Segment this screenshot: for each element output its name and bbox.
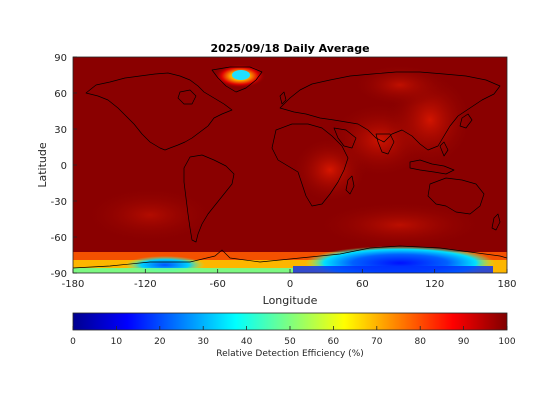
colorbar-tick-label: 100 <box>498 337 515 347</box>
y-tick-label: -60 <box>51 233 67 244</box>
coast-indonesia <box>409 159 455 175</box>
colorbar-ticks: 0 10 20 30 40 50 60 70 80 90 100 <box>70 326 516 347</box>
map-plot-area <box>73 57 507 273</box>
y-tick-label: -90 <box>51 269 67 280</box>
x-tick-label: 120 <box>425 279 444 290</box>
chart-title: 2025/09/18 Daily Average <box>210 42 369 55</box>
antarctic-east-low-zone <box>305 246 495 273</box>
coast-south-america <box>183 154 235 243</box>
x-tick-label: 60 <box>356 279 369 290</box>
coast-madagascar <box>345 175 355 195</box>
x-tick-label: 180 <box>497 279 516 290</box>
heat-region-eurasia-north <box>350 63 450 107</box>
colorbar-tick-label: 0 <box>70 337 76 347</box>
antarctic-edge-strip <box>73 268 293 273</box>
coast-australia <box>427 177 485 215</box>
colorbar-tick-label: 50 <box>284 337 296 347</box>
antarctic-east-edge <box>293 266 493 273</box>
colorbar-tick-label: 80 <box>414 337 426 347</box>
x-tick-label: -120 <box>134 279 157 290</box>
y-tick-label: 60 <box>54 89 67 100</box>
coast-uk <box>279 91 287 105</box>
coast-new-zealand <box>491 213 501 231</box>
y-tick-label: -30 <box>51 197 67 208</box>
y-tick-label: 0 <box>61 161 67 172</box>
coastlines <box>73 66 507 269</box>
greenland-core <box>232 70 250 80</box>
coast-antarctica <box>73 245 507 269</box>
y-tick-label: 30 <box>54 125 67 136</box>
coast-japan <box>459 113 473 129</box>
coast-india <box>375 133 395 155</box>
colorbar-tick-label: 20 <box>154 337 166 347</box>
x-tick-label: -60 <box>209 279 225 290</box>
coast-greenland <box>211 66 263 93</box>
coast-africa <box>271 123 349 207</box>
y-axis-label: Latitude <box>36 142 49 188</box>
x-tick-label: -180 <box>62 279 85 290</box>
y-tick-label: 90 <box>54 53 67 64</box>
heat-region-south-indian <box>310 200 490 250</box>
x-tick-label: 0 <box>287 279 293 290</box>
y-axis-ticks: 90 60 30 0 -30 -60 -90 <box>51 53 77 280</box>
x-axis-ticks: -180 -120 -60 0 60 120 180 <box>62 269 517 290</box>
colorbar-tick-label: 70 <box>371 337 383 347</box>
coast-eurasia <box>279 71 501 151</box>
coast-philippines <box>439 141 449 157</box>
colorbar-tick-label: 40 <box>241 337 253 347</box>
colorbar-tick-label: 30 <box>197 337 209 347</box>
coast-north-america <box>85 72 233 151</box>
x-axis-label: Longitude <box>263 294 318 307</box>
heat-region-south-pacific <box>80 185 220 245</box>
colorbar-tick-label: 60 <box>328 337 340 347</box>
colorbar-tick-label: 10 <box>111 337 123 347</box>
colorbar-label: Relative Detection Efficiency (%) <box>216 349 364 359</box>
coast-arabia <box>333 127 357 149</box>
coast-hudson-bay <box>177 89 197 105</box>
colorbar-tick-label: 90 <box>458 337 470 347</box>
